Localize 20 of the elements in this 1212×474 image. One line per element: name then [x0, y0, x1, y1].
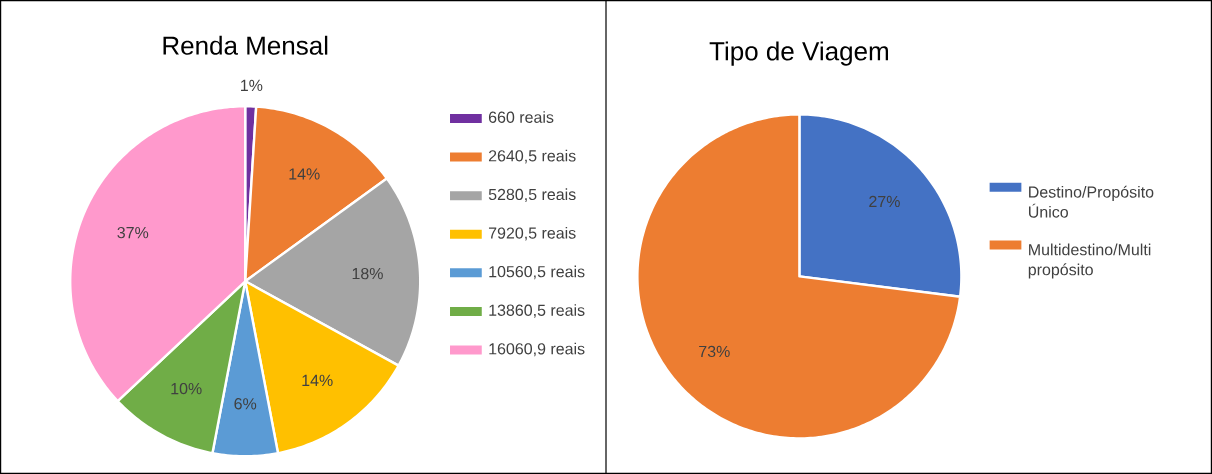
legend-label: Multidestino/Multi propósito	[1028, 243, 1151, 279]
legend-label: 2640,5 reais	[488, 149, 576, 164]
chart-title: Tipo de Viagem	[709, 41, 888, 66]
legend-label: 10560,5 reais	[489, 265, 585, 280]
legend-label: 7920,5 reais	[488, 226, 576, 241]
legend-label: 16060,9 reais	[489, 342, 585, 357]
data-label: 37%	[117, 226, 149, 239]
data-label: 14%	[289, 168, 320, 180]
data-label: 6%	[234, 398, 257, 410]
legend-label: Destino/Propósito Único	[1029, 185, 1154, 218]
legend-label: 660 reais	[488, 111, 554, 123]
data-label: 27%	[869, 195, 900, 208]
data-label: 10%	[171, 382, 202, 395]
data-label: 14%	[302, 374, 333, 386]
chart-title: Renda Mensal	[163, 35, 328, 55]
legend-label: 13860,5 reais	[489, 304, 585, 318]
data-label: 73%	[699, 345, 730, 358]
legend-label: 5280,5 reais	[488, 188, 576, 202]
data-label: 1%	[241, 79, 263, 91]
data-label: 18%	[352, 267, 383, 280]
